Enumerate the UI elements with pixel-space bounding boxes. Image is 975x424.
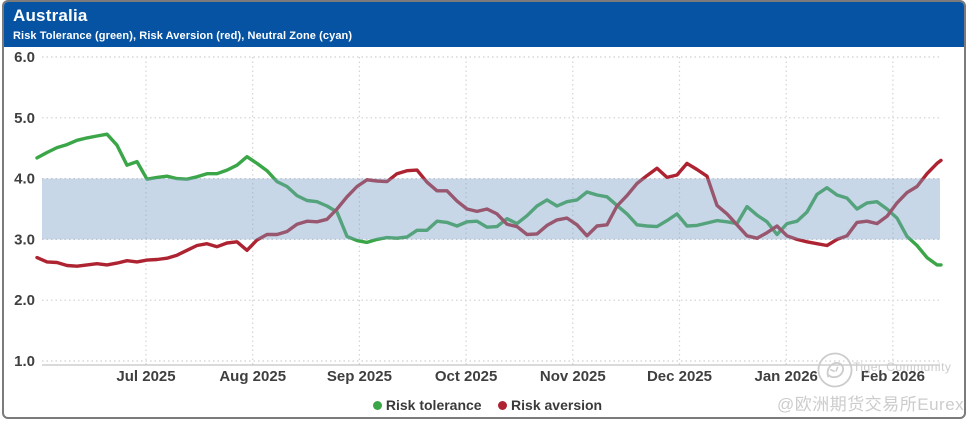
watermark-brand: Tiger Community [853, 360, 952, 374]
x-tick-label: Dec 2025 [647, 368, 712, 385]
page-title: Australia [13, 6, 88, 25]
x-tick-label: Jul 2025 [116, 368, 175, 385]
x-tick-label: Jan 2026 [755, 368, 818, 385]
header-bar: Australia Risk Tolerance (green), Risk A… [4, 2, 964, 47]
risk-aversion-line [35, 158, 943, 268]
legend-item-risk-tolerance: Risk tolerance [372, 396, 482, 413]
x-tick-label: Oct 2025 [435, 368, 498, 385]
y-tick-label: 5.0 [14, 110, 35, 127]
risk-tolerance-line [35, 132, 943, 267]
y-tick-label: 2.0 [14, 292, 35, 309]
watermark-handle: @欧洲期货交易所Eurex [777, 395, 965, 414]
y-tick-label: 4.0 [14, 171, 35, 188]
chart-legend: Risk tolerance Risk aversion [0, 396, 975, 414]
x-tick-label: Aug 2025 [219, 368, 286, 385]
chart-subtitle: Risk Tolerance (green), Risk Aversion (r… [13, 30, 353, 42]
y-tick-label: 1.0 [14, 353, 35, 370]
legend-label: Risk aversion [511, 396, 603, 413]
neutral-zone-band [42, 178, 940, 240]
legend-item-risk-aversion: Risk aversion [498, 397, 602, 413]
risk-tolerance-dot-icon [372, 400, 382, 410]
risk-aversion-dot-icon [498, 400, 508, 410]
tiger-logo-icon [817, 352, 853, 388]
x-tick-label: Feb 2026 [861, 368, 925, 385]
y-tick-label: 6.0 [14, 49, 35, 66]
y-tick-label: 3.0 [14, 231, 35, 248]
legend-label: Risk tolerance [385, 396, 482, 413]
x-tick-label: Nov 2025 [540, 368, 606, 385]
x-tick-label: Sep 2025 [327, 368, 392, 385]
